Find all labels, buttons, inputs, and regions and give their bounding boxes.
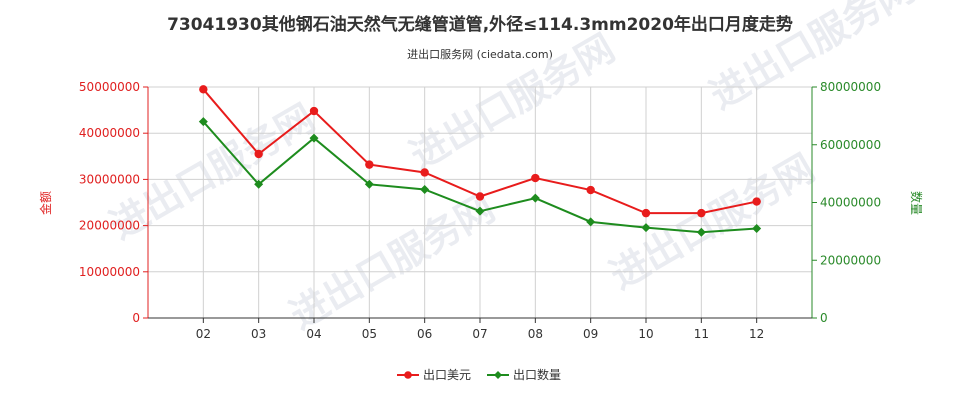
x-tick-label: 08 [528, 327, 543, 341]
y-left-tick-label: 20000000 [79, 219, 140, 233]
chart-title: 73041930其他钢石油天然气无缝管道管,外径≤114.3mm2020年出口月… [167, 15, 793, 35]
tick-labels: 0 10000000 20000000 30000000 40000000 5000000… [79, 80, 881, 341]
data-point-export-quantity [641, 223, 651, 233]
data-point-export-quantity [254, 179, 264, 189]
data-point-export-quantity [752, 223, 762, 233]
data-point-export-quantity [364, 179, 374, 189]
y-axis-right-title: 数量 [909, 191, 924, 215]
data-point-export-quantity [198, 117, 208, 127]
watermark-text: 进出口服务网 [603, 146, 822, 298]
data-point-export-quantity [586, 217, 596, 227]
legend[interactable]: 出口美元 出口数量 [397, 367, 561, 382]
y-left-tick-label: 10000000 [79, 265, 140, 279]
x-tick-label: 06 [417, 327, 432, 341]
data-point-export-usd [420, 168, 429, 177]
data-point-export-usd [309, 106, 319, 116]
x-tick-label: 09 [583, 327, 598, 341]
x-tick-label: 11 [694, 327, 709, 341]
data-point-export-quantity [420, 185, 430, 195]
legend-label: 出口数量 [513, 367, 561, 382]
y-axis-left-title: 金额 [38, 191, 53, 215]
y-left-tick-label: 50000000 [79, 80, 140, 94]
legend-marker [404, 371, 412, 379]
chart-subtitle: 进出口服务网 (ciedata.com) [407, 48, 553, 61]
data-point-export-quantity [475, 206, 485, 216]
y-left-tick-label: 0 [132, 311, 140, 325]
x-tick-label: 02 [196, 327, 211, 341]
watermark-text: 进出口服务网 [283, 186, 502, 338]
x-tick-label: 07 [472, 327, 487, 341]
y-left-tick-label: 30000000 [79, 172, 140, 186]
legend-label: 出口美元 [423, 368, 471, 382]
y-right-tick-label: 40000000 [820, 196, 881, 210]
data-point-export-usd [199, 85, 208, 94]
data-point-export-usd [586, 185, 595, 195]
legend-marker [494, 371, 502, 379]
x-tick-label: 10 [638, 327, 653, 341]
x-tick-label: 05 [362, 327, 377, 341]
legend-item-2[interactable]: 出口数量 [487, 367, 561, 382]
x-tick-label: 12 [749, 327, 764, 341]
data-point-export-usd [641, 208, 651, 218]
data-point-export-quantity [696, 227, 706, 237]
y-left-tick-label: 40000000 [79, 126, 140, 140]
y-right-tick-label: 20000000 [820, 253, 881, 267]
data-point-export-quantity [309, 133, 319, 143]
data-point-export-usd [365, 160, 374, 169]
data-point-export-usd [752, 197, 761, 206]
data-point-export-usd [531, 173, 540, 183]
data-point-export-quantity [530, 193, 540, 203]
data-point-export-usd [697, 208, 706, 218]
data-point-export-usd [254, 149, 263, 159]
x-tick-label: 03 [251, 327, 266, 341]
x-tick-label: 04 [306, 327, 321, 341]
y-right-tick-label: 60000000 [820, 138, 881, 152]
data-point-export-usd [475, 192, 485, 201]
y-right-tick-label: 80000000 [820, 80, 881, 94]
series-layer [198, 85, 762, 237]
y-right-tick-label: 0 [820, 311, 828, 325]
legend-item-1[interactable]: 出口美元 [397, 368, 471, 382]
watermark-text: 进出口服务网 [403, 26, 622, 178]
